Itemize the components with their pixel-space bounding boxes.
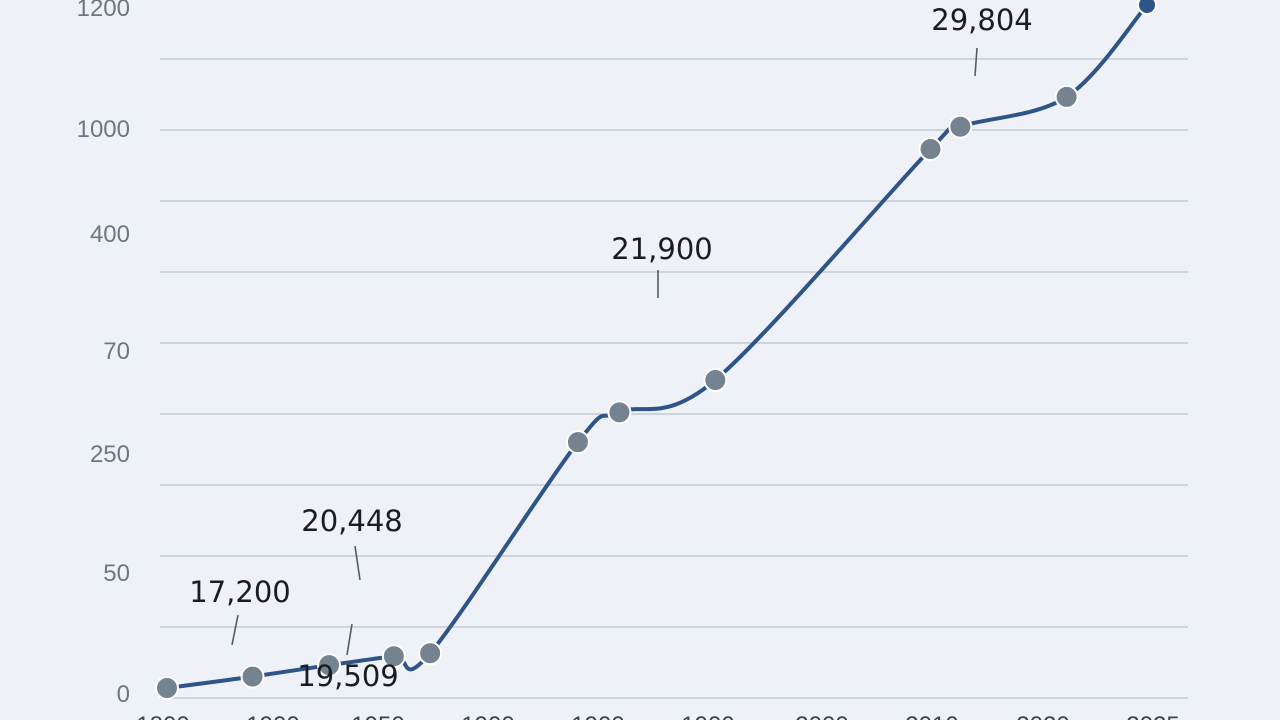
data-label: 17,200 [189,575,290,609]
x-tick-label: 1800 [136,712,189,720]
data-label: 20,448 [301,504,402,538]
grid [160,58,1188,699]
y-tick-label: 70 [103,338,130,365]
data-point [240,664,265,689]
y-tick-label: 50 [103,560,130,587]
data-point [918,137,943,162]
data-point [607,400,632,425]
y-axis-ticks: 0 50 250 70 400 1000 1200 [77,0,130,708]
data-label: 21,900 [611,232,712,266]
annotation-leader [346,623,353,656]
data-point [948,114,973,139]
y-tick-label: 250 [90,441,130,468]
x-tick-label: 2020 [1016,712,1069,720]
annotations: 17,200 19,509 20,448 21,900 29,804 [189,3,1032,693]
annotation-leader [231,614,239,646]
x-tick-label: 2000 [795,712,848,720]
data-point [1054,84,1079,109]
x-tick-label: 1950 [351,712,404,720]
y-tick-label: 1000 [77,116,130,143]
y-tick-label: 400 [90,221,130,248]
data-point [155,676,179,700]
data-point [565,430,590,455]
data-point [1137,0,1157,15]
data-point [418,641,443,666]
annotation-leader [974,47,978,77]
x-tick-label: 1900 [571,712,624,720]
y-tick-label: 1200 [77,0,130,22]
data-label: 29,804 [931,3,1032,37]
x-axis-ticks: 1800 1900 1950 1900 1900 1900 2000 2010 2020 2025 [136,712,1179,720]
data-point [703,368,728,393]
x-tick-label: 1900 [681,712,734,720]
data-point [381,644,406,669]
data-label: 19,509 [297,659,398,693]
y-tick-label: 0 [117,681,130,708]
x-tick-label: 1900 [246,712,299,720]
x-tick-label: 1900 [461,712,514,720]
x-tick-label: 2025 [1126,712,1179,720]
data-points [155,0,1157,700]
x-tick-label: 2010 [905,712,958,720]
series-line [165,3,1149,690]
annotation-leader [354,545,361,581]
data-point [317,653,342,678]
